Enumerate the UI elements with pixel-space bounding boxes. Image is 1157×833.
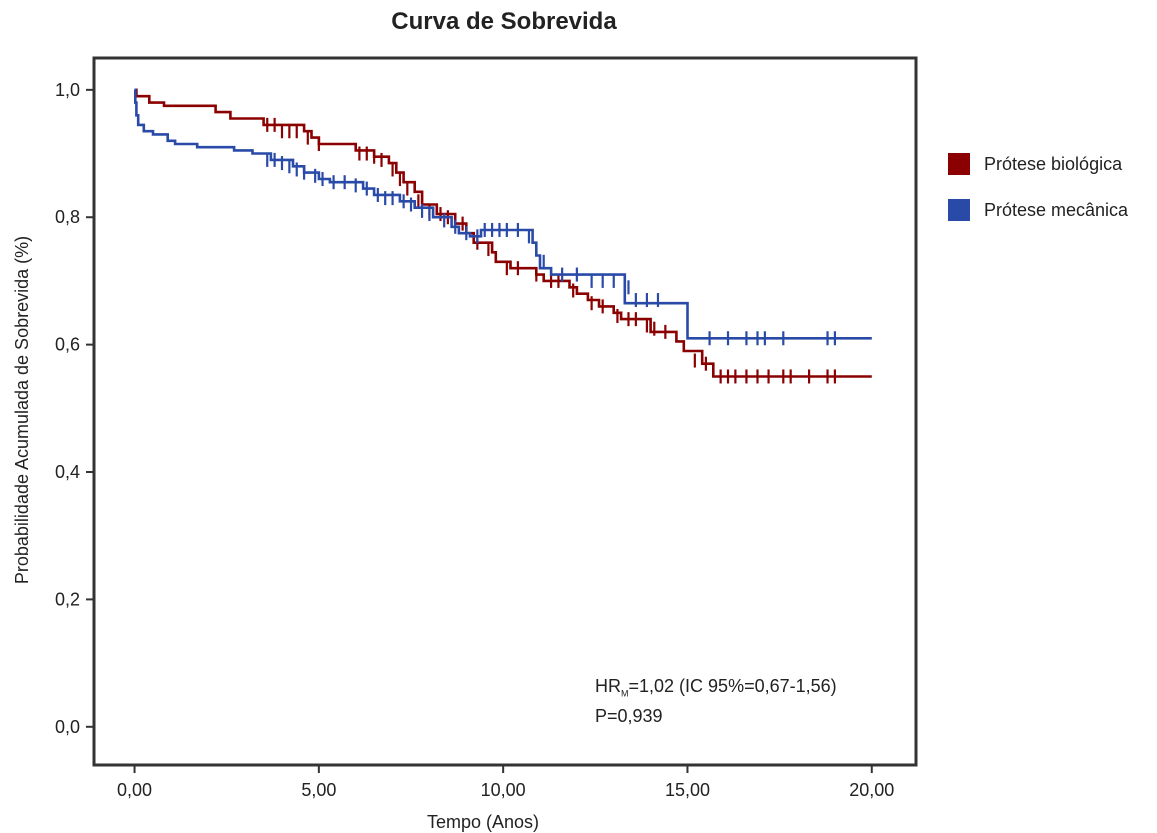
stats-annotation: HRM=1,02 (IC 95%=0,67-1,56) P=0,939 (595, 675, 837, 727)
legend-swatch-mecanica (948, 199, 970, 221)
legend-item-mecanica: Prótese mecânica (948, 198, 1128, 222)
legend-item-biologica: Prótese biológica (948, 152, 1128, 176)
hr-prefix: HR (595, 676, 621, 696)
x-tick-label: 0,00 (117, 780, 152, 800)
x-tick-label: 20,00 (849, 780, 894, 800)
y-tick-label: 0,0 (55, 717, 80, 737)
x-tick-label: 5,00 (301, 780, 336, 800)
y-tick-label: 0,6 (55, 335, 80, 355)
survival-curve (134, 88, 872, 378)
chart-title: Curva de Sobrevida (391, 8, 617, 35)
hr-value: =1,02 (IC 95%=0,67-1,56) (628, 676, 837, 696)
x-axis: 0,00 5,00 10,00 15,00 20,00 (117, 765, 894, 800)
x-tick-label: 15,00 (665, 780, 710, 800)
plot-frame (92, 56, 918, 767)
legend-swatch-biologica (948, 153, 970, 175)
y-tick-label: 0,2 (55, 589, 80, 609)
series-mecanica (134, 88, 872, 346)
hr-subscript: M (621, 688, 629, 699)
series-biologica (134, 88, 872, 384)
x-tick-label: 10,00 (481, 780, 526, 800)
y-axis-label: Probabilidade Acumulada de Sobrevida (%) (12, 236, 32, 584)
survival-curve (134, 88, 872, 340)
legend-label-biologica: Prótese biológica (984, 153, 1123, 174)
y-tick-label: 0,4 (55, 462, 80, 482)
p-value-text: P=0,939 (595, 705, 663, 726)
legend: Prótese biológica Prótese mecânica (948, 152, 1128, 244)
hazard-ratio-text: HRM=1,02 (IC 95%=0,67-1,56) (595, 675, 837, 705)
y-tick-label: 0,8 (55, 207, 80, 227)
y-tick-label: 1,0 (55, 80, 80, 100)
series-layer (134, 88, 872, 384)
x-axis-label: Tempo (Anos) (427, 812, 539, 832)
y-axis: 0,0 0,2 0,4 0,6 0,8 1,0 (55, 80, 94, 737)
legend-label-mecanica: Prótese mecânica (984, 199, 1129, 220)
